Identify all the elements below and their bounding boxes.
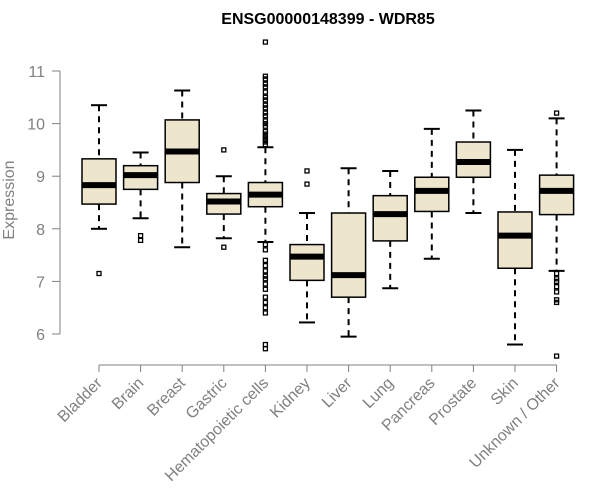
x-tick-label: Skin [488,375,522,409]
y-tick-label: 6 [36,327,45,344]
outlier-point [262,241,269,248]
y-tick-label: 7 [36,274,45,291]
outlier-point [262,97,269,103]
box-iqr [497,211,533,270]
outlier-point [262,294,269,300]
x-tick-label: Breast [144,374,189,419]
outlier-point [96,270,102,277]
x-tick-label: Liver [319,374,356,411]
outlier-point [262,105,269,111]
box-group [372,169,408,290]
box-iqr [81,158,117,205]
box-group [164,89,200,249]
outlier-point [553,299,560,306]
outlier-point [553,278,560,285]
outlier-point [262,346,269,352]
outlier-point [553,270,560,277]
outlier-point [262,113,269,119]
outlier-point [553,353,560,359]
outlier-point [262,76,269,82]
outlier-point [262,247,269,253]
y-tick-label: 10 [27,117,45,134]
box-iqr [289,243,325,282]
y-tick-label: 8 [36,222,45,239]
outlier-point [304,168,310,174]
outlier-point [262,268,269,274]
outlier-point [304,181,310,187]
outlier-point [262,341,269,348]
outlier-point [262,286,269,292]
x-tick-label: Bladder [55,374,106,425]
chart-title: ENSG00000148399 - WDR85 [221,11,435,28]
outlier-point [137,237,144,244]
outlier-point [262,310,269,316]
outlier-point [137,232,144,239]
box-iqr [414,176,450,213]
outlier-point [262,123,269,129]
box-iqr [330,212,367,298]
y-ticks: 6 7 8 9 10 11 [27,64,60,344]
box-group [455,109,492,215]
boxes [81,39,575,359]
outlier-point [221,244,227,250]
y-tick-label: 11 [28,64,45,81]
y-tick-label: 9 [36,169,45,186]
box-group [206,147,242,250]
outlier-point [262,84,269,90]
outlier-point [262,305,269,311]
outlier-point [553,284,560,290]
outlier-point [221,147,227,153]
box-group [247,39,284,352]
box-group [330,167,367,338]
outlier-point [262,89,269,95]
box-iqr [372,194,408,242]
x-tick-label: Kidney [267,375,314,422]
box-group [289,168,325,324]
x-tick-label: Lung [360,375,397,412]
outlier-point [553,289,560,295]
outlier-point [262,281,269,287]
outlier-point [553,110,560,116]
box-group [414,127,450,260]
box-group [122,151,159,244]
y-axis-label: Expression [1,160,18,239]
box-iqr [538,174,575,216]
outlier-point [262,262,269,269]
outlier-point [262,299,269,306]
outlier-point [262,257,269,264]
box-group [81,104,117,277]
outlier-point [262,39,269,45]
x-tick-label: Brain [109,375,147,413]
box-group [538,110,575,359]
outlier-point [262,141,269,148]
box-group [497,148,533,346]
outlier-point [262,276,269,282]
